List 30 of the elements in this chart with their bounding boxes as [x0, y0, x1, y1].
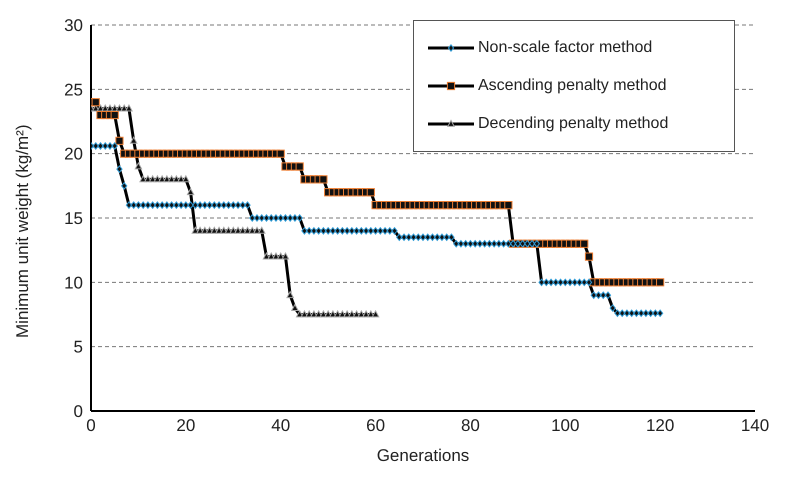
x-tick-label: 60	[366, 416, 386, 436]
point	[130, 136, 138, 144]
y-axis-title: Minimum unit weight (kg/m²)	[13, 124, 32, 338]
point	[134, 162, 142, 170]
y-tick-label: 25	[64, 80, 83, 100]
y-tick-label: 0	[74, 402, 83, 422]
point	[291, 304, 299, 311]
x-tick-label: 120	[646, 416, 674, 436]
point	[282, 252, 290, 260]
point	[182, 175, 190, 182]
point	[186, 188, 194, 196]
x-axis-title: Generations	[376, 446, 470, 465]
y-tick-label: 20	[64, 144, 83, 164]
x-tick-label: 40	[271, 416, 290, 436]
point	[286, 291, 294, 298]
point	[125, 104, 133, 112]
legend-label: Ascending penalty method	[478, 77, 667, 95]
x-tick-label: 140	[740, 416, 770, 436]
x-tick-label: 0	[86, 416, 96, 436]
x-tick-label: 100	[551, 416, 580, 436]
point	[372, 310, 380, 318]
y-tick-label: 5	[74, 338, 83, 357]
y-tick-label: 30	[64, 16, 83, 36]
y-tick-label: 15	[64, 209, 83, 228]
x-tick-label: 80	[460, 416, 480, 436]
point	[258, 226, 266, 234]
legend-label: Non-scale factor method	[478, 39, 652, 57]
x-tick-label: 20	[176, 416, 196, 436]
legend-label: Decending penalty method	[478, 115, 668, 133]
y-tick-label: 10	[64, 273, 83, 292]
